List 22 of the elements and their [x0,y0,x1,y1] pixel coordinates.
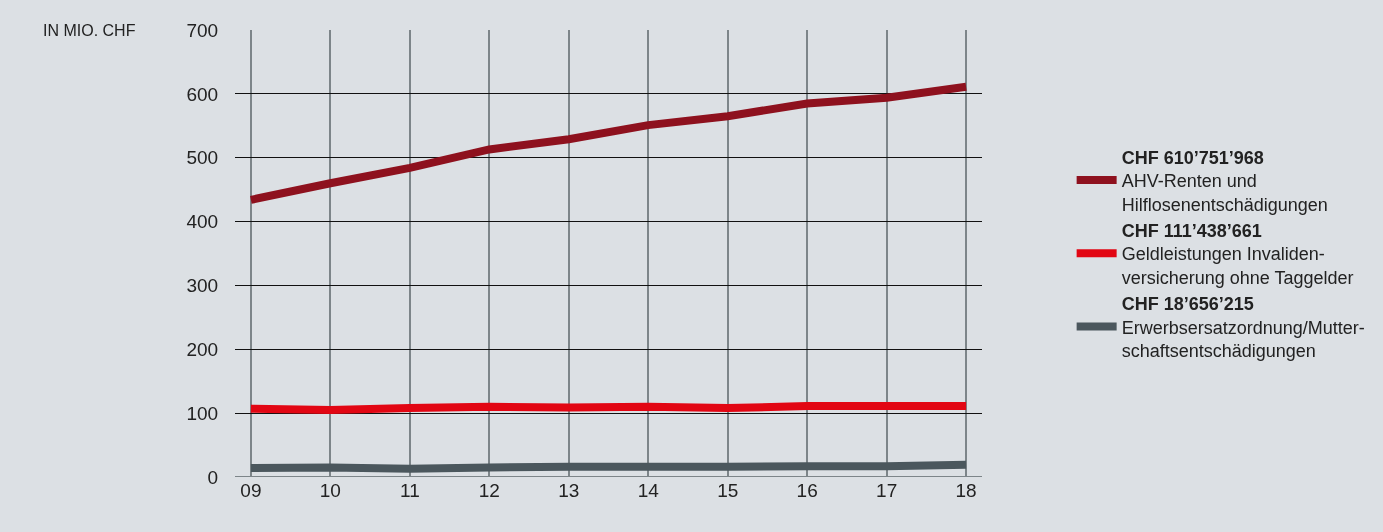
y-tick-label: 500 [186,147,219,169]
y-tick-label: 400 [186,211,219,233]
x-tick-label: 09 [240,480,262,501]
x-tick-label: 16 [796,480,818,501]
x-tick-label: 15 [717,480,739,501]
legend-label: CHF 610’751’968 AHV-Renten und Hilflosenentschädigungen [1121,147,1328,215]
x-tick-label: 17 [876,480,898,501]
y-axis-title: IN MIO. CHF [43,22,136,39]
x-tick-label: 14 [637,480,660,501]
x-tick-label: 10 [319,480,341,501]
legend-label: CHF 111’438’661 Geldleistungen Invaliden- versicherung ohne Taggelder [1121,220,1354,288]
x-tick-label: 18 [955,480,977,501]
y-tick-label: 700 [186,19,219,41]
y-tick-label: 200 [186,338,219,360]
x-tick-label: 12 [478,480,500,501]
x-tick-label: 11 [399,480,420,501]
y-tick-label: 600 [186,83,219,105]
y-tick-label: 0 [207,466,219,488]
x-tick-label: 13 [558,480,580,501]
y-tick-label: 300 [186,275,219,297]
legend-label: CHF 18’656’215 Erwerbsersatzordnung/Mutter- schaftsentschädigungen [1121,294,1365,361]
y-tick-label: 100 [186,402,219,424]
